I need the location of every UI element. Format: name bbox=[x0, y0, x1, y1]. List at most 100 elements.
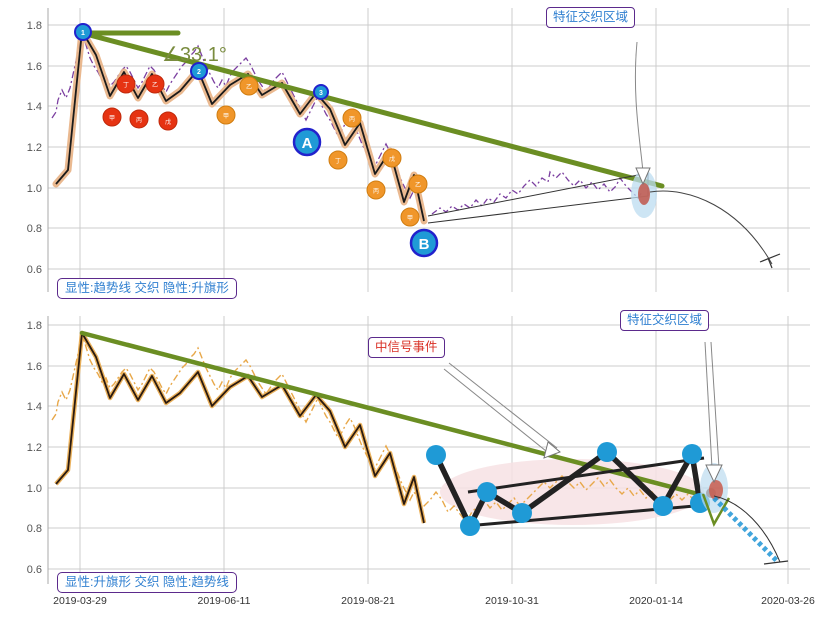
svg-text:乙: 乙 bbox=[152, 82, 158, 89]
svg-text:B: B bbox=[419, 236, 430, 253]
wave-markers-red-top: 丁 乙 甲 丙 戊 bbox=[102, 74, 178, 131]
svg-text:丁: 丁 bbox=[123, 82, 129, 89]
forecast-end-tick-top bbox=[759, 253, 781, 263]
series-dashdot-purple-top bbox=[51, 30, 423, 207]
x-tick-4: 2020-01-14 bbox=[629, 595, 683, 607]
bottom-panel: 0.6 0.8 1.0 1.2 1.4 1.6 1.8 bbox=[0, 300, 816, 617]
svg-text:1: 1 bbox=[81, 30, 85, 37]
y-tick-b5: 1.6 bbox=[27, 361, 42, 373]
y-tick-0: 0.6 bbox=[27, 264, 42, 276]
wave-markers-blue-top: 1 2 3 A B bbox=[74, 23, 439, 258]
svg-text:丙: 丙 bbox=[373, 188, 379, 195]
wedge-node-7[interactable] bbox=[682, 444, 702, 464]
marker-blue-1[interactable]: 1 bbox=[74, 23, 92, 41]
marker-orange-5[interactable]: 戊 bbox=[382, 148, 402, 168]
x-axis-ticks: 2019-03-29 2019-06-11 2019-08-21 2019-10… bbox=[53, 595, 815, 607]
highlight-core-top bbox=[638, 183, 650, 205]
y-axis-ticks-bottom: 0.6 0.8 1.0 1.2 1.4 1.6 1.8 bbox=[27, 320, 42, 576]
bottom-panel-svg: 0.6 0.8 1.0 1.2 1.4 1.6 1.8 bbox=[27, 316, 815, 607]
marker-blue-A[interactable]: A bbox=[292, 127, 322, 157]
marker-red-2[interactable]: 乙 bbox=[145, 74, 165, 94]
svg-text:2: 2 bbox=[197, 69, 201, 76]
y-tick-b0: 0.6 bbox=[27, 564, 42, 576]
series-dashdot-orange-bottom bbox=[51, 332, 701, 524]
highlight-core-bottom bbox=[709, 480, 723, 500]
forecast-end-tick-bottom bbox=[763, 560, 789, 565]
y-tick-4: 1.4 bbox=[27, 101, 42, 113]
zone-label-bottom[interactable]: 特征交织区域 bbox=[620, 310, 710, 331]
y-axis-ticks-top: 0.6 0.8 1.0 1.2 1.4 1.6 1.8 bbox=[27, 20, 42, 276]
wedge-node-2[interactable] bbox=[460, 516, 480, 536]
marker-orange-2[interactable]: 甲 bbox=[216, 105, 236, 125]
marker-orange-7[interactable]: 乙 bbox=[408, 174, 428, 194]
wave-markers-orange-top: 乙 甲 丙 丁 戊 bbox=[216, 76, 428, 227]
forecast-end-tick2-top bbox=[767, 257, 773, 269]
x-tick-3: 2019-10-31 bbox=[485, 595, 539, 607]
x-tick-5: 2020-03-26 bbox=[761, 595, 815, 607]
marker-orange-4[interactable]: 丁 bbox=[328, 150, 348, 170]
series-dashdot-purple-channel-top bbox=[431, 170, 643, 215]
y-tick-5: 1.6 bbox=[27, 61, 42, 73]
forecast-line-bottom bbox=[712, 496, 780, 564]
x-tick-1: 2019-06-11 bbox=[198, 595, 251, 607]
y-tick-b3: 1.2 bbox=[27, 442, 42, 454]
x-tick-2: 2019-08-21 bbox=[341, 595, 395, 607]
svg-text:丁: 丁 bbox=[335, 158, 341, 165]
marker-orange-1[interactable]: 乙 bbox=[239, 76, 259, 96]
top-panel: 0.6 0.8 1.0 1.2 1.4 1.6 1.8 ∠33.1° bbox=[0, 0, 816, 300]
callout-signal-event bbox=[443, 362, 561, 459]
wedge-node-3[interactable] bbox=[477, 482, 497, 502]
interweave-zone-ellipse bbox=[440, 459, 704, 525]
y-tick-2: 1.0 bbox=[27, 183, 42, 195]
svg-text:3: 3 bbox=[319, 90, 323, 97]
marker-orange-8[interactable]: 甲 bbox=[400, 207, 420, 227]
callout-arrow-head-top bbox=[635, 167, 651, 186]
angle-label: ∠33.1° bbox=[162, 44, 227, 66]
callout-zone-bottom bbox=[704, 341, 723, 484]
marker-blue-2[interactable]: 2 bbox=[190, 62, 208, 80]
wedge-node-6[interactable] bbox=[653, 496, 673, 516]
forecast-curve-top bbox=[649, 190, 773, 265]
series-price-top bbox=[55, 30, 425, 222]
y-tick-6: 1.8 bbox=[27, 20, 42, 32]
svg-text:丙: 丙 bbox=[349, 116, 355, 123]
callout-arrow-top bbox=[634, 41, 644, 173]
wedge-node-1[interactable] bbox=[426, 445, 446, 465]
trendline-green-top bbox=[79, 30, 665, 189]
wedge-node-4[interactable] bbox=[512, 503, 532, 523]
svg-text:戊: 戊 bbox=[165, 118, 171, 126]
marker-orange-3[interactable]: 丙 bbox=[342, 108, 362, 128]
svg-text:A: A bbox=[302, 135, 313, 152]
gridlines-horizontal-top bbox=[48, 24, 810, 270]
legend-top[interactable]: 显性:趋势线 交织 隐性:升旗形 bbox=[57, 278, 237, 299]
marker-orange-6[interactable]: 丙 bbox=[366, 180, 386, 200]
svg-text:丙: 丙 bbox=[136, 117, 142, 124]
trendline-green-bottom bbox=[79, 330, 705, 498]
green-v-marker-bottom bbox=[701, 493, 731, 527]
marker-blue-3[interactable]: 3 bbox=[313, 84, 329, 100]
y-tick-b6: 1.8 bbox=[27, 320, 42, 332]
svg-text:乙: 乙 bbox=[415, 182, 421, 189]
y-tick-3: 1.2 bbox=[27, 142, 42, 154]
marker-blue-B[interactable]: B bbox=[409, 228, 439, 258]
wedge-node-5[interactable] bbox=[597, 442, 617, 462]
zone-label-top[interactable]: 特征交织区域 bbox=[546, 7, 636, 28]
y-tick-b2: 1.0 bbox=[27, 483, 42, 495]
y-tick-b1: 0.8 bbox=[27, 523, 42, 535]
svg-text:甲: 甲 bbox=[407, 215, 413, 222]
marker-red-4[interactable]: 丙 bbox=[129, 109, 149, 129]
series-price-bottom bbox=[55, 332, 425, 524]
signal-event-label[interactable]: 中信号事件 bbox=[368, 337, 445, 358]
marker-red-5[interactable]: 戊 bbox=[158, 111, 178, 131]
legend-bottom[interactable]: 显性:升旗形 交织 隐性:趋势线 bbox=[57, 572, 237, 593]
marker-red-1[interactable]: 丁 bbox=[116, 74, 136, 94]
forecast-curve-bottom bbox=[713, 495, 781, 563]
y-tick-b4: 1.4 bbox=[27, 401, 42, 413]
marker-red-3[interactable]: 甲 bbox=[102, 107, 122, 127]
svg-text:乙: 乙 bbox=[246, 84, 252, 91]
top-panel-svg: 0.6 0.8 1.0 1.2 1.4 1.6 1.8 ∠33.1° bbox=[27, 8, 810, 292]
svg-text:甲: 甲 bbox=[109, 115, 115, 122]
svg-text:戊: 戊 bbox=[389, 155, 395, 163]
svg-text:甲: 甲 bbox=[223, 113, 229, 120]
